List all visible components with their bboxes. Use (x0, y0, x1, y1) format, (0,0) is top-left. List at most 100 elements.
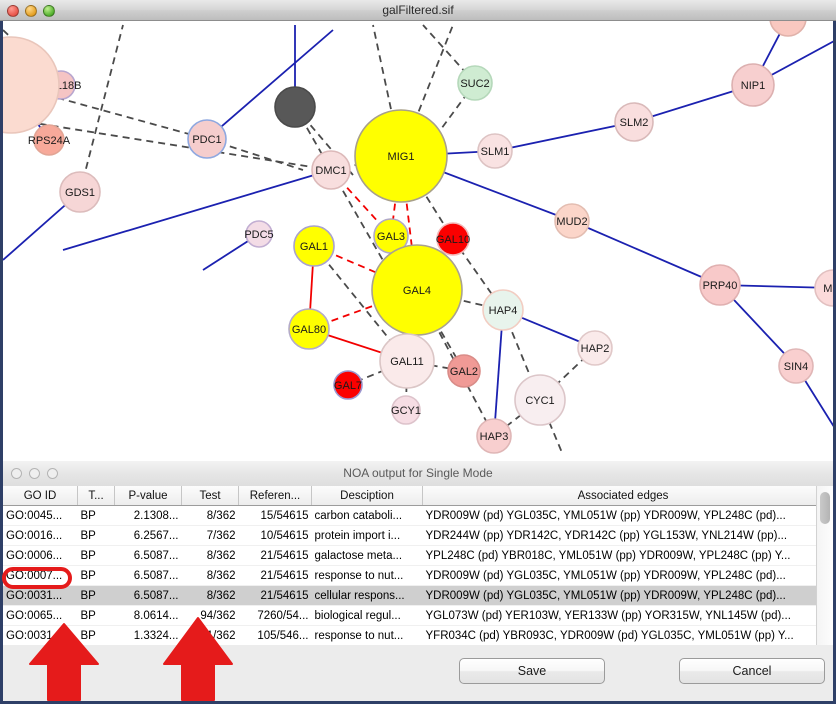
network-graph[interactable]: RPL18BRPS24AGDS1PDC1PDC5DMC1MIG1SUC2SLM1… (3, 21, 833, 455)
cell-associated-edges: YDR009W (pd) YGL035C, YML051W (pp) YDR00… (422, 565, 823, 586)
graph-edge[interactable] (372, 24, 402, 157)
graph-node-pdc5[interactable]: PDC5 (244, 220, 274, 248)
zoom-button[interactable] (43, 5, 55, 17)
column-header-description[interactable]: Desciption (311, 486, 423, 506)
graph-node-gal80[interactable]: GAL80 (288, 308, 330, 350)
table-row[interactable]: GO:0006... BP 6.5087... 8/362 21/54615 galact… (3, 545, 823, 566)
table-row[interactable]: GO:0065... BP 8.0614... 94/362 7260/54... bio… (3, 605, 823, 626)
graph-edge[interactable] (62, 169, 332, 251)
graph-node-nip1[interactable]: NIP1 (731, 63, 775, 107)
node-label: MSI (823, 283, 833, 295)
node-label: HAP4 (489, 305, 518, 317)
graph-node-dark[interactable] (274, 86, 316, 128)
graph-node-gds1[interactable]: GDS1 (59, 171, 101, 213)
minimize-button[interactable] (25, 5, 37, 17)
node-label: MIG1 (388, 151, 415, 163)
cell-description: galactose meta... (311, 545, 423, 566)
node-label: DMC1 (315, 165, 346, 177)
graph-node-gal3[interactable]: GAL3 (373, 218, 409, 254)
graph-node-bigpink[interactable] (3, 36, 60, 134)
column-header-reference[interactable]: Referen... (238, 486, 312, 506)
cell-reference: 105/546... (238, 625, 312, 645)
node-label: GAL10 (436, 234, 470, 246)
node-label: GAL3 (377, 231, 405, 243)
graph-node-suc2[interactable]: SUC2 (457, 65, 493, 101)
save-button[interactable]: Save (459, 658, 605, 684)
graph-edge[interactable] (494, 121, 635, 152)
graph-node-cyc1[interactable]: CYC1 (514, 374, 566, 426)
table-row[interactable]: GO:0007... BP 6.5087... 8/362 21/54615 respon… (3, 565, 823, 586)
graph-node-gal2[interactable]: GAL2 (447, 354, 481, 388)
noa-close-button[interactable] (11, 468, 22, 479)
table-header: GO ID T... P-value Test Referen... Desci… (3, 486, 823, 506)
column-header-type[interactable]: T... (77, 486, 115, 506)
cell-reference: 15/54615 (238, 505, 312, 526)
node-label: PRP40 (703, 280, 738, 292)
graph-edge[interactable] (330, 169, 424, 331)
cell-go-id: GO:0031... (3, 625, 78, 645)
graph-edge[interactable] (79, 24, 124, 193)
column-header-go-id[interactable]: GO ID (3, 486, 78, 506)
cell-description: response to nut... (311, 625, 423, 645)
noa-window-controls (11, 468, 58, 479)
cell-type: BP (77, 545, 115, 566)
cell-description: protein import i... (311, 525, 423, 546)
graph-node-mud2[interactable]: MUD2 (554, 203, 590, 239)
graph-node-msi[interactable]: MSI (814, 269, 833, 307)
graph-edge[interactable] (3, 117, 332, 171)
graph-node-gal7[interactable]: GAL7 (333, 370, 363, 400)
graph-node-gal10[interactable]: GAL10 (436, 222, 470, 256)
table-row[interactable]: GO:0016... BP 6.2567... 7/362 10/54615 protei… (3, 525, 823, 546)
graph-node-dmc1[interactable]: DMC1 (311, 150, 351, 190)
graph-node-rps24a[interactable]: RPS24A (28, 124, 71, 156)
cell-type: BP (77, 625, 115, 645)
cell-associated-edges: YDR009W (pd) YGL035C, YML051W (pp) YDR00… (422, 585, 823, 606)
graph-node-gal4[interactable]: GAL4 (371, 244, 463, 336)
graph-edge[interactable] (10, 84, 208, 140)
graph-node-mig1[interactable]: MIG1 (354, 109, 448, 203)
node-label: MUD2 (556, 216, 587, 228)
table-scrollbar[interactable] (816, 486, 833, 645)
graph-node-hap4[interactable]: HAP4 (482, 289, 524, 331)
graph-node-hap2[interactable]: HAP2 (577, 330, 613, 366)
graph-edge[interactable] (493, 309, 504, 437)
noa-minimize-button[interactable] (29, 468, 40, 479)
table-row[interactable]: GO:0045... BP 2.1308... 8/362 15/54615 carbon… (3, 505, 823, 526)
cell-p-value: 6.5087... (114, 565, 182, 586)
table-row[interactable]: GO:0031... BP 6.5087... 8/362 21/54615 cellul… (3, 585, 823, 606)
graph-edge[interactable] (206, 29, 334, 140)
node-label: SLM1 (481, 146, 510, 158)
cell-test: 7/362 (181, 525, 239, 546)
table-row[interactable]: GO:0031... BP 1.3324... 11/362 105/546... res… (3, 625, 823, 645)
graph-node-gcy1[interactable]: GCY1 (391, 395, 421, 425)
column-header-associated-edges[interactable]: Associated edges (422, 486, 823, 506)
node-label: CYC1 (525, 395, 554, 407)
results-table[interactable]: GO ID T... P-value Test Referen... Desci… (3, 486, 823, 645)
graph-edge[interactable] (571, 220, 721, 286)
scrollbar-thumb[interactable] (820, 492, 830, 524)
cell-type: BP (77, 505, 115, 526)
cell-description: response to nut... (311, 565, 423, 586)
graph-node-pdc1[interactable]: PDC1 (187, 119, 227, 159)
node-label: SLM2 (620, 117, 649, 129)
results-table-container[interactable]: GO ID T... P-value Test Referen... Desci… (3, 486, 833, 645)
cell-test: 8/362 (181, 585, 239, 606)
close-button[interactable] (7, 5, 19, 17)
column-header-test[interactable]: Test (181, 486, 239, 506)
noa-zoom-button[interactable] (47, 468, 58, 479)
cancel-button[interactable]: Cancel (679, 658, 825, 684)
network-canvas[interactable]: RPL18B RPS24A GDS1 PDC1 PDC5 DMC1 MIG1 SUC2 SLM1… (0, 21, 836, 461)
graph-node-slm1[interactable]: SLM1 (477, 133, 513, 169)
graph-node-slm2[interactable]: SLM2 (614, 102, 654, 142)
graph-node-prp40[interactable]: PRP40 (699, 264, 741, 306)
graph-node-gal11[interactable]: GAL11 (379, 333, 435, 389)
graph-node-gal1[interactable]: GAL1 (293, 225, 335, 267)
node-label: RPS24A (28, 135, 71, 147)
graph-node-topright[interactable] (769, 21, 807, 37)
graph-node-hap3[interactable]: HAP3 (476, 418, 512, 454)
graph-node-sin4[interactable]: SIN4 (778, 348, 814, 384)
cell-type: BP (77, 565, 115, 586)
graph-edge[interactable] (539, 399, 564, 455)
column-header-p-value[interactable]: P-value (114, 486, 182, 506)
